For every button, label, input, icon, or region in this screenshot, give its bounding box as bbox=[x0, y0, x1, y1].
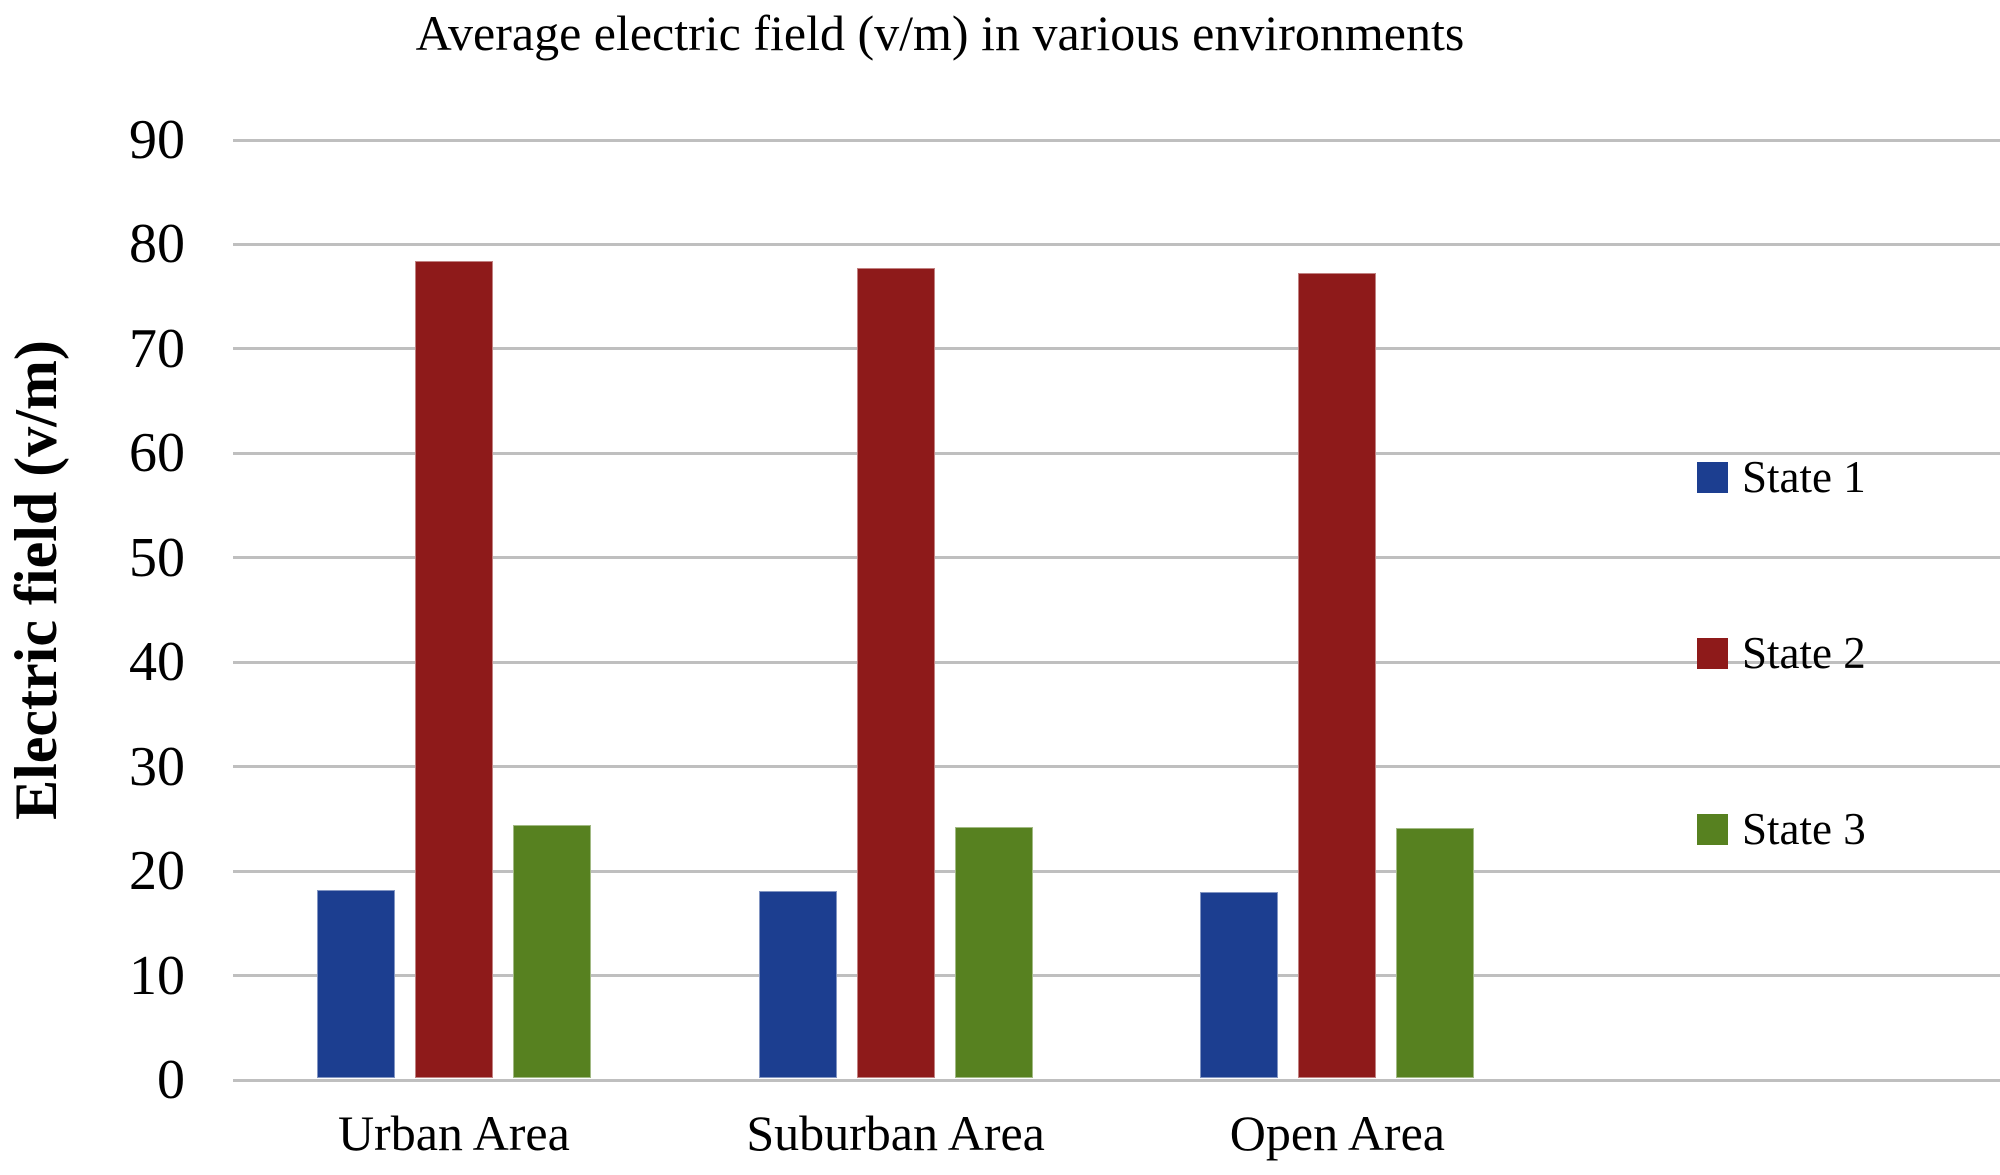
bar-state-3-open-area bbox=[1396, 828, 1475, 1078]
y-tick-label-40: 40 bbox=[129, 631, 185, 694]
y-tick-label-10: 10 bbox=[129, 944, 185, 1007]
y-tick-label-70: 70 bbox=[129, 317, 185, 380]
legend-marker-state-2 bbox=[1697, 637, 1728, 669]
gridline-y-90 bbox=[233, 138, 2000, 142]
y-tick-label-0: 0 bbox=[157, 1049, 185, 1111]
y-tick-label-60: 60 bbox=[129, 422, 185, 485]
y-tick-label-90: 90 bbox=[129, 109, 185, 171]
legend-item-state-3: State 3 bbox=[1697, 805, 1866, 853]
gridline-y-0 bbox=[233, 1078, 2000, 1082]
bar-state-2-open-area bbox=[1298, 272, 1377, 1078]
legend-label: State 3 bbox=[1742, 804, 1866, 854]
legend-label: State 1 bbox=[1742, 452, 1866, 502]
gridline-y-20 bbox=[233, 869, 2000, 873]
bar-state-1-urban-area bbox=[316, 890, 395, 1078]
legend-item-state-1: State 1 bbox=[1697, 453, 1866, 501]
bar-state-2-urban-area bbox=[414, 261, 493, 1078]
legend: State 1 State 2 State 3 bbox=[1697, 0, 1997, 1175]
chart-title: Average electric field (v/m) in various … bbox=[415, 5, 1465, 61]
bar-state-3-urban-area bbox=[512, 825, 591, 1078]
gridline-y-60 bbox=[233, 451, 2000, 455]
y-tick-label-20: 20 bbox=[129, 840, 185, 903]
bar-state-1-open-area bbox=[1200, 892, 1279, 1078]
gridline-y-30 bbox=[233, 765, 2000, 769]
y-axis-tick-labels: 0 10 20 30 40 50 60 70 80 90 bbox=[0, 0, 185, 1175]
legend-marker-state-1 bbox=[1697, 461, 1728, 493]
x-category-label-suburban-area: Suburban Area bbox=[746, 1105, 1045, 1161]
y-tick-label-80: 80 bbox=[129, 213, 185, 276]
legend-item-state-2: State 2 bbox=[1697, 629, 1866, 677]
bar-state-1-suburban-area bbox=[758, 891, 837, 1078]
gridline-y-70 bbox=[233, 347, 2000, 351]
x-category-label-urban-area: Urban Area bbox=[337, 1105, 570, 1161]
legend-label: State 2 bbox=[1742, 628, 1866, 678]
gridline-y-80 bbox=[233, 242, 2000, 246]
gridline-y-10 bbox=[233, 974, 2000, 978]
y-tick-label-30: 30 bbox=[129, 735, 185, 798]
x-category-label-open-area: Open Area bbox=[1229, 1105, 1445, 1161]
y-tick-label-50: 50 bbox=[129, 526, 185, 589]
gridline-y-50 bbox=[233, 556, 2000, 560]
x-axis-category-labels: Urban Area Suburban Area Open Area bbox=[0, 1098, 2000, 1175]
gridline-y-40 bbox=[233, 660, 2000, 664]
legend-marker-state-3 bbox=[1697, 813, 1728, 845]
bar-state-2-suburban-area bbox=[856, 267, 935, 1078]
plot-area bbox=[233, 138, 2000, 1082]
bar-state-3-suburban-area bbox=[954, 827, 1033, 1078]
